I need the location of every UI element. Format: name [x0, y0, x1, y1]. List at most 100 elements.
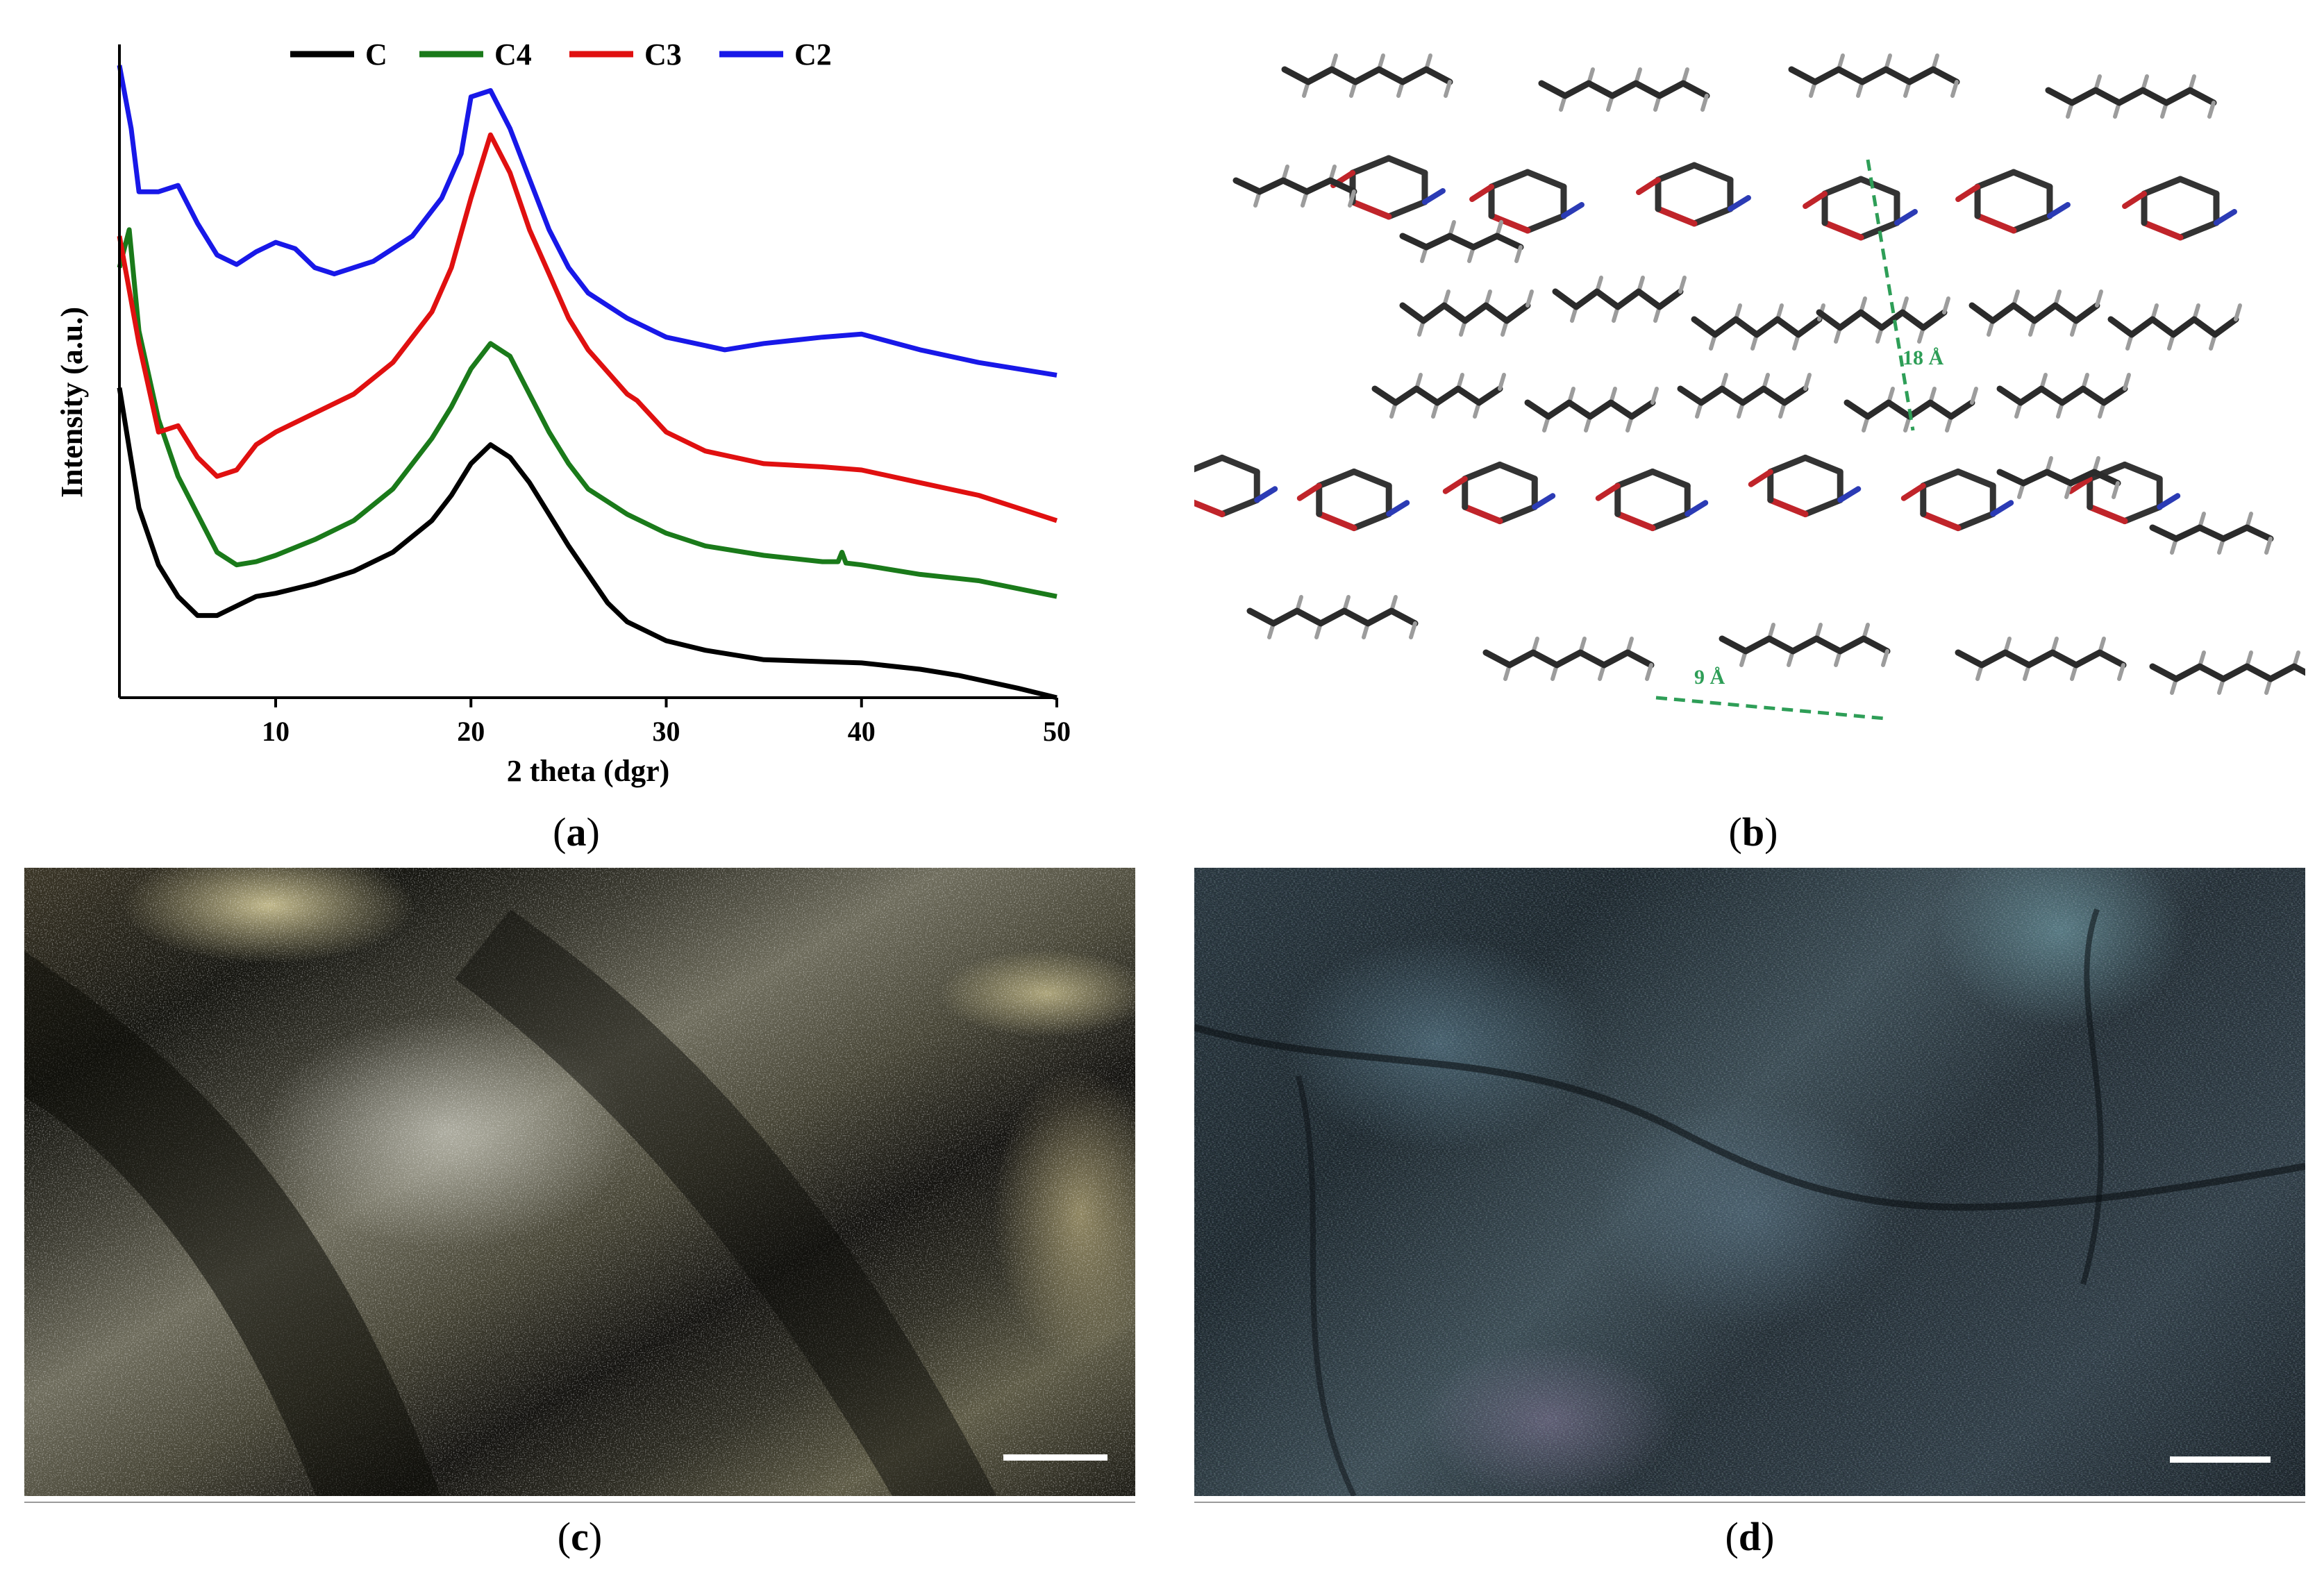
nitrogen-bond — [2046, 202, 2071, 219]
alkyl-bond — [2173, 524, 2203, 542]
alkyl-bond — [2080, 385, 2107, 406]
alkyl-bond — [1719, 385, 1746, 406]
ring-bond — [1488, 169, 1531, 190]
ring-bond — [1385, 155, 1428, 176]
alkyl-bond — [1899, 309, 1927, 331]
alkyl-bond — [1482, 302, 1510, 324]
alkyl-bond — [1420, 302, 1448, 324]
molecular-packing-diagram: 18 Å 9 Å — [1164, 53, 2321, 721]
caption-c: (c) — [557, 1514, 603, 1559]
alkyl-bond — [2170, 316, 2198, 338]
hydrogen-bond-stub — [1645, 663, 1653, 681]
alkyl-bond — [2196, 663, 2227, 682]
nitrogen-bond — [1254, 486, 1278, 503]
alkyl-bond — [1587, 399, 1614, 420]
ring-bond — [2010, 169, 2053, 190]
ring-bond — [2121, 503, 2163, 525]
x-tick-label: 30 — [653, 716, 680, 747]
axes-layer: 10 20 30 40 50 2 theta (dgr) Intensity (a.u.) — [55, 44, 1071, 788]
alkyl-bond — [1388, 607, 1419, 627]
alkyl-bond — [2149, 663, 2180, 682]
alkyl-bond — [1885, 399, 1913, 420]
alkyl-bond — [1920, 309, 1948, 331]
alkyl-bond — [2038, 385, 2066, 406]
panel-c-micrograph — [24, 868, 1135, 1496]
alkyl-bond — [1753, 316, 1781, 338]
alkyl-bond — [1857, 309, 1885, 331]
alkyl-bond — [1632, 80, 1663, 99]
nitrogen-bond — [1560, 202, 1585, 219]
alkyl-bond — [2128, 316, 2156, 338]
hydrogen-bond-stub — [2207, 101, 2216, 119]
ring-bond — [1955, 510, 1996, 532]
hydrogen-bond-stub — [2117, 663, 2125, 681]
alkyl-bond — [1600, 649, 1631, 669]
alkyl-bond — [1948, 399, 1975, 420]
alkyl-bond — [2100, 385, 2128, 406]
alkyl-bond — [1594, 288, 1621, 310]
alkyl-bond — [1281, 66, 1312, 85]
alkyl-bond — [1955, 649, 1985, 669]
alkyl-bond — [1399, 233, 1430, 251]
alkyl-bond — [2212, 316, 2239, 338]
alkyl-bond — [1494, 233, 1524, 251]
distance-18a-label: 18 Å — [1903, 346, 1944, 369]
oxygen-bond — [1803, 191, 1828, 209]
alkyl-bond — [1677, 385, 1705, 406]
hydrogen-bond-stub — [1970, 387, 1978, 405]
series-line-c4 — [117, 227, 1057, 599]
ring-bond — [1691, 205, 1734, 227]
alkyl-bond — [1455, 385, 1482, 406]
ring-bond — [1349, 199, 1392, 220]
y-axis-label: Intensity (a.u.) — [55, 307, 89, 498]
alkyl-bond — [1878, 309, 1906, 331]
alkyl-bond — [1294, 607, 1324, 627]
alkyl-bond — [2067, 469, 2098, 487]
alkyl-bond — [1844, 399, 1871, 420]
alkyl-bond — [1996, 469, 2027, 487]
alkyl-bond — [1376, 66, 1406, 85]
ring-bond — [1691, 162, 1734, 183]
alkyl-bond — [2196, 524, 2227, 542]
alkyl-bond — [2291, 663, 2321, 682]
alkyl-bond — [1607, 399, 1635, 420]
alkyl-bond — [1280, 177, 1310, 195]
alkyl-bond — [1441, 302, 1469, 324]
alkyl-bond — [1766, 635, 1796, 655]
ring-bond — [2087, 461, 2128, 482]
ring-bond — [1496, 461, 1538, 482]
alkyl-bond — [1399, 302, 1427, 324]
alkyl-bond — [1978, 649, 2009, 669]
alkyl-bond — [2045, 87, 2075, 106]
alkyl-bond — [1781, 385, 1809, 406]
alkyl-bond — [2243, 663, 2274, 682]
alkyl-bond — [1371, 385, 1399, 406]
legend-label-c3: C3 — [644, 37, 682, 72]
ring-bond — [1524, 212, 1567, 234]
alkyl-bond — [1774, 316, 1802, 338]
alkyl-bond — [1739, 385, 1767, 406]
hydrogen-bond-stub — [1498, 373, 1506, 391]
hydrogen-bond-stub — [1803, 373, 1812, 391]
alkyl-bond — [2052, 302, 2080, 324]
oxygen-bond — [1595, 482, 1621, 501]
scale-bar-c — [1003, 1454, 1107, 1461]
ring-bond — [1316, 468, 1357, 489]
ring-bond — [1184, 496, 1226, 518]
ring-bond — [1802, 454, 1844, 476]
alkyl-bond — [2073, 649, 2103, 669]
alkyl-bond — [1585, 80, 1616, 99]
alkyl-bond — [1423, 233, 1453, 251]
alkyl-bond — [1413, 385, 1441, 406]
alkyl-bond — [1712, 316, 1739, 338]
ring-bond — [1821, 219, 1864, 241]
alkyl-bond — [1566, 399, 1594, 420]
alkyl-bond — [2116, 87, 2146, 106]
series-line-c3 — [117, 132, 1058, 523]
legend-label-c: C — [365, 37, 387, 72]
oxygen-bond — [1636, 177, 1662, 195]
hydrogen-bond-stub — [1650, 387, 1659, 405]
ring-bond — [1974, 212, 2017, 234]
alkyl-bond — [1352, 66, 1382, 85]
alkyl-bond — [1462, 302, 1489, 324]
